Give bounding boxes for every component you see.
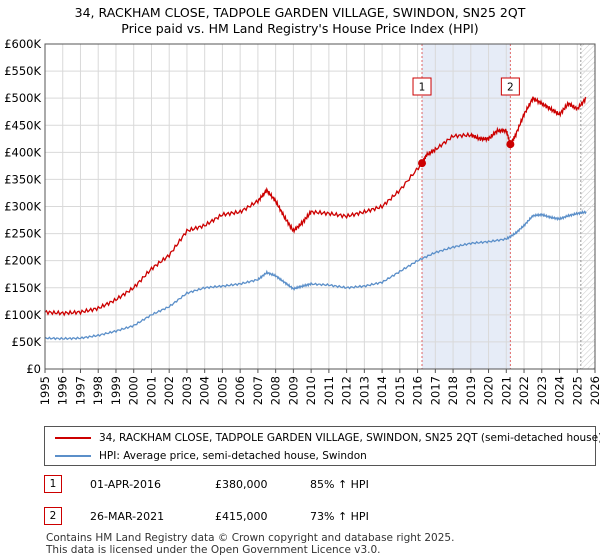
- transaction-date: 26-MAR-2021: [90, 509, 165, 523]
- legend-item-property: 34, RACKHAM CLOSE, TADPOLE GARDEN VILLAG…: [55, 430, 600, 446]
- x-tick-label: 1998: [91, 376, 105, 405]
- x-tick-label: 2023: [535, 376, 549, 405]
- footer-copyright: Contains HM Land Registry data © Crown c…: [46, 532, 455, 544]
- x-tick-label: 2005: [215, 376, 229, 405]
- y-tick-label: £600K: [4, 37, 41, 51]
- price-chart: £0 £50K £100K £150K £200K £250K £300K £350K £400…: [4, 37, 600, 405]
- legend-item-hpi: HPI: Average price, semi-detached house,…: [55, 448, 367, 464]
- x-tick-label: 2007: [251, 376, 265, 405]
- x-tick-label: 2015: [393, 376, 407, 405]
- transaction-badge: 1: [44, 475, 62, 493]
- transaction-hpi: 85% ↑ HPI: [310, 477, 369, 491]
- x-tick-label: 1999: [109, 376, 123, 405]
- x-tick-label: 2004: [198, 376, 212, 405]
- sale-point: [418, 159, 427, 168]
- y-tick-label: £400K: [4, 145, 41, 159]
- legend: 34, RACKHAM CLOSE, TADPOLE GARDEN VILLAG…: [44, 426, 600, 466]
- y-tick-label: £250K: [4, 227, 41, 241]
- chart-subtitle: Price paid vs. HM Land Registry's House …: [121, 21, 479, 36]
- x-tick-label: 2025: [570, 376, 584, 405]
- x-tick-label: 2001: [144, 376, 158, 405]
- y-tick-label: £100K: [4, 308, 41, 322]
- transaction-date: 01-APR-2016: [90, 477, 162, 491]
- y-tick-label: £450K: [4, 118, 41, 132]
- y-tick-label: £550K: [4, 64, 41, 78]
- transaction-badge: 2: [44, 507, 62, 525]
- marker-box: [500, 77, 520, 96]
- transaction-price: £380,000: [215, 477, 268, 491]
- x-tick-label: 2011: [322, 376, 336, 405]
- hpi-line: [44, 210, 587, 341]
- x-tick-label: 2009: [286, 376, 300, 405]
- x-tick-label: 1995: [38, 376, 52, 405]
- y-tick-label: £150K: [4, 281, 41, 295]
- marker-box-label: 1: [419, 82, 426, 94]
- property-price-line: [44, 96, 587, 317]
- transaction-price: £415,000: [215, 509, 268, 523]
- x-tick-label: 1997: [73, 376, 87, 405]
- x-tick-label: 2010: [304, 376, 318, 405]
- x-tick-label: 2014: [375, 376, 389, 405]
- x-tick-label: 2021: [499, 376, 513, 405]
- x-tick-label: 2022: [517, 376, 531, 405]
- marker-box-label: 2: [507, 82, 514, 94]
- x-tick-label: 2016: [411, 376, 425, 405]
- transaction-hpi: 73% ↑ HPI: [310, 509, 369, 523]
- x-tick-label: 2006: [233, 376, 247, 405]
- plot-frame: [44, 43, 596, 370]
- x-tick-label: 2012: [340, 376, 354, 405]
- x-tick-label: 2008: [269, 376, 283, 405]
- y-tick-label: £0: [26, 362, 41, 376]
- x-tick-label: 2024: [553, 376, 567, 405]
- transaction-row: 2 26-MAR-2021 £415,000 73% ↑ HPI: [44, 506, 369, 526]
- transaction-row: 1 01-APR-2016 £380,000 85% ↑ HPI: [44, 474, 369, 494]
- x-tick-label: 2002: [162, 376, 176, 405]
- x-tick-label: 2000: [127, 376, 141, 405]
- y-tick-label: £350K: [4, 172, 41, 186]
- x-tick-label: 2017: [428, 376, 442, 405]
- y-tick-label: £200K: [4, 254, 41, 268]
- sale-point: [506, 140, 515, 149]
- x-tick-label: 2018: [446, 376, 460, 405]
- footer-licence: This data is licensed under the Open Gov…: [46, 544, 381, 556]
- x-tick-label: 2020: [482, 376, 496, 405]
- x-tick-label: 2013: [357, 376, 371, 405]
- x-tick-label: 1996: [56, 376, 70, 405]
- y-tick-label: £50K: [12, 335, 42, 349]
- x-tick-label: 2003: [180, 376, 194, 405]
- legend-swatch-hpi: [55, 455, 91, 457]
- marker-box: [412, 77, 432, 96]
- x-tick-label: 2026: [588, 376, 600, 405]
- y-tick-label: £500K: [4, 91, 41, 105]
- y-tick-label: £300K: [4, 200, 41, 214]
- legend-label-hpi: HPI: Average price, semi-detached house,…: [99, 450, 367, 462]
- x-tick-label: 2019: [464, 376, 478, 405]
- chart-title: 34, RACKHAM CLOSE, TADPOLE GARDEN VILLAG…: [74, 5, 526, 20]
- legend-swatch-property: [55, 437, 91, 439]
- legend-label-property: 34, RACKHAM CLOSE, TADPOLE GARDEN VILLAG…: [99, 432, 600, 444]
